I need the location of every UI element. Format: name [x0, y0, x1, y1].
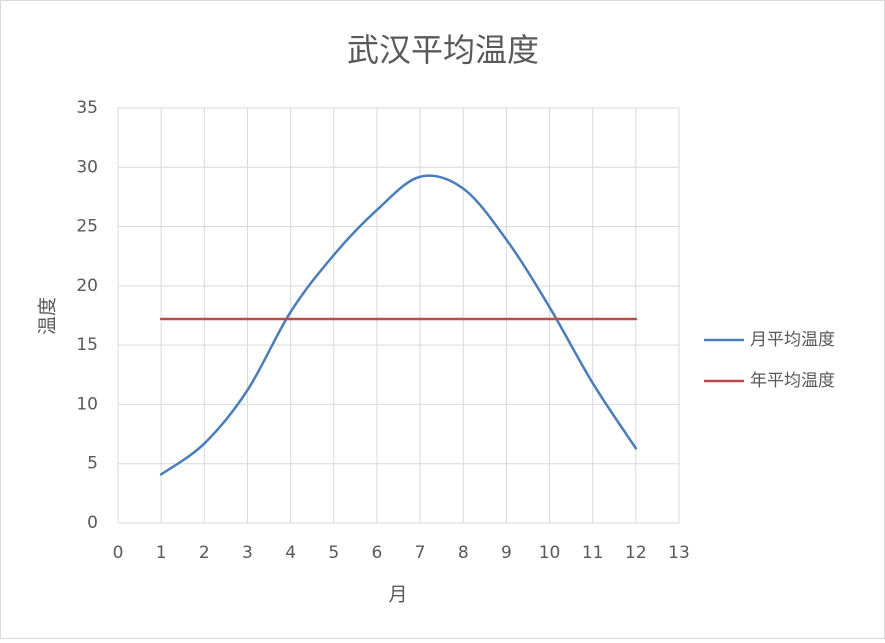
x-tick-label: 3	[242, 543, 253, 563]
legend-label: 月平均温度	[750, 330, 835, 350]
x-tick-label: 8	[458, 543, 469, 563]
plot	[159, 174, 638, 476]
x-tick-label: 5	[328, 543, 339, 563]
y-tick-label: 15	[76, 335, 98, 355]
x-tick-label: 7	[415, 543, 426, 563]
x-tick-label: 2	[199, 543, 210, 563]
x-tick-label: 0	[113, 543, 124, 563]
x-tick-label: 6	[372, 543, 383, 563]
x-tick-label: 11	[582, 543, 604, 563]
y-tick-label: 35	[76, 98, 98, 118]
y-tick-label: 30	[76, 157, 98, 177]
x-tick-label: 9	[501, 543, 512, 563]
y-tick-label: 5	[87, 454, 98, 474]
x-tick-label: 12	[625, 543, 647, 563]
y-axis-label: 温度	[37, 297, 59, 335]
x-tick-label: 10	[539, 543, 561, 563]
y-tick-label: 10	[76, 394, 98, 414]
x-tick-label: 1	[156, 543, 167, 563]
series-line	[159, 174, 638, 476]
y-tick-label: 20	[76, 276, 98, 296]
legend-label: 年平均温度	[750, 371, 835, 391]
chart-title: 武汉平均温度	[347, 31, 539, 69]
x-tick-label: 4	[285, 543, 296, 563]
y-tick-label: 25	[76, 217, 98, 237]
y-tick-label: 0	[87, 513, 98, 533]
x-axis-label: 月	[388, 584, 407, 606]
x-tick-label: 13	[668, 543, 690, 563]
grid	[117, 107, 680, 524]
